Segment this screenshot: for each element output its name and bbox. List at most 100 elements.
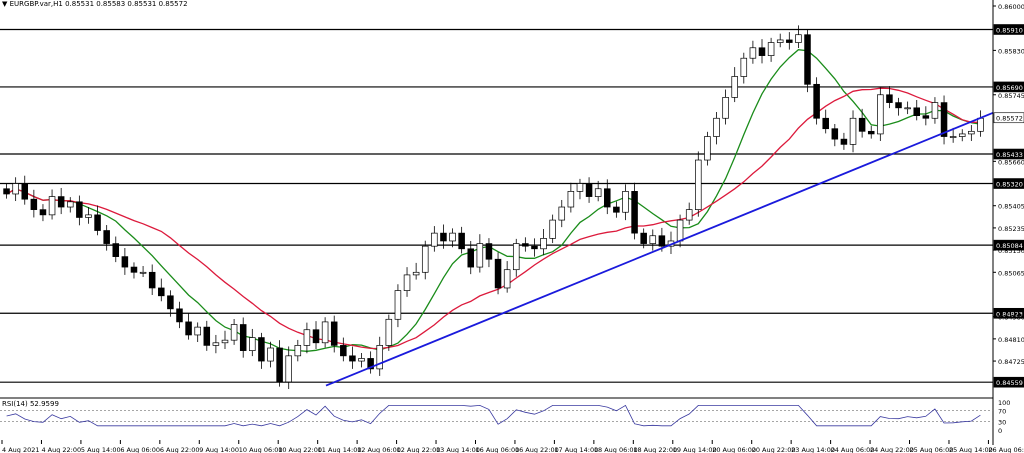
candle-body — [449, 232, 456, 242]
candle-body — [822, 117, 829, 130]
x-tick-label: 10 Aug 22:00 — [278, 446, 322, 453]
candle-body — [731, 76, 738, 98]
candle-body — [249, 337, 256, 351]
candle-body — [94, 214, 101, 231]
symbol-line: EURGBP.var,H1 0.85531 0.85583 0.85531 0.… — [9, 0, 188, 8]
candle-body — [385, 318, 393, 346]
level-tag — [993, 24, 1024, 35]
candle-body — [594, 188, 602, 197]
candle-body — [212, 342, 220, 346]
x-tick-label: 24 Aug 06:00 — [831, 446, 875, 453]
y-tick-label: 0.85660 — [998, 158, 1024, 166]
y-tick-label: 0.85745 — [998, 92, 1024, 100]
x-tick-label: 11 Aug 14:00 — [318, 446, 362, 453]
x-tick-label: 16 Aug 22:00 — [515, 446, 559, 453]
candle-body — [640, 232, 647, 244]
rsi-tick-label: 30 — [998, 419, 1006, 427]
level-label: 0.84559 — [996, 379, 1023, 387]
candle-body — [30, 198, 38, 210]
level-tag — [993, 178, 1024, 189]
level-label: 0.85433 — [996, 151, 1023, 159]
x-tick-label: 9 Aug 14:00 — [199, 446, 239, 453]
candle-body — [877, 94, 884, 135]
candle-body — [613, 206, 620, 213]
candle-body — [886, 94, 893, 103]
candle-body — [203, 326, 211, 346]
candle-body — [840, 138, 848, 145]
candle-body — [230, 324, 238, 341]
candle-body — [431, 232, 438, 247]
candle-body — [48, 196, 56, 216]
candle-body — [512, 243, 520, 271]
candle-body — [631, 191, 638, 234]
x-tick-label: 20 Aug 22:00 — [752, 446, 796, 453]
rsi-tick-label: 0 — [998, 427, 1002, 435]
x-tick-label: 20 Aug 06:00 — [712, 446, 756, 453]
x-tick-label: 12 Aug 06:00 — [357, 446, 401, 453]
candle-body — [376, 345, 383, 370]
candle-body — [494, 258, 502, 289]
candle-body — [585, 183, 593, 197]
candle-body — [804, 34, 811, 85]
x-tick-label: 4 Aug 2021 — [2, 446, 40, 453]
candle-body — [604, 188, 611, 208]
candle-body — [340, 345, 347, 357]
trendline[interactable] — [325, 111, 994, 387]
level-label: 0.85690 — [996, 84, 1023, 92]
candle-body — [303, 329, 311, 346]
candle-body — [412, 271, 420, 276]
candle-body — [76, 201, 83, 218]
candle-body — [895, 102, 902, 109]
candle-body — [767, 42, 775, 56]
y-tick-label: 0.84725 — [998, 358, 1024, 366]
candle-body — [421, 245, 429, 273]
candle-body — [467, 248, 475, 268]
candle-body — [968, 130, 975, 135]
candle-body — [740, 57, 748, 77]
candle-body — [658, 235, 666, 247]
rsi-line — [6, 404, 981, 427]
candle-body — [685, 209, 693, 221]
candle-body — [167, 295, 174, 310]
candle-body — [485, 243, 493, 260]
candle-body — [349, 355, 356, 362]
candle-body — [722, 97, 729, 119]
candle-body — [267, 347, 274, 362]
rsi-tick-label: 100 — [998, 399, 1010, 407]
candle-body — [795, 34, 802, 43]
level-label: 0.85910 — [996, 26, 1023, 34]
candle-body — [294, 345, 302, 357]
candle-body — [749, 47, 757, 59]
y-tick-label: 0.85405 — [998, 203, 1024, 211]
time-axis: 4 Aug 2021 4 Aug 22:00 5 Aug 14:00 6 Aug 06… — [1, 440, 1024, 453]
x-tick-label: 16 Aug 06:00 — [475, 446, 519, 453]
level-tag — [993, 81, 1024, 93]
candle-body — [21, 183, 29, 200]
candle-body — [121, 256, 129, 268]
candle-body — [567, 191, 575, 208]
candle-body — [867, 130, 875, 135]
y-tick-label: 0.84810 — [998, 336, 1024, 344]
x-tick-label: 17 Aug 14:00 — [554, 446, 598, 453]
candle-body — [57, 196, 65, 208]
candle-body — [394, 290, 402, 320]
horizontal-levels[interactable]: 0.85910 0.85690 0.85572 0.85433 0.85320 0.850… — [0, 24, 1024, 388]
candle-body — [39, 209, 47, 216]
x-tick-label: 26 Aug 06:00 — [988, 446, 1024, 453]
candle-body — [239, 324, 247, 351]
moving-averages — [6, 49, 981, 352]
candle-body — [103, 230, 110, 244]
candle-body — [949, 136, 957, 138]
level-label: 0.85084 — [996, 242, 1023, 250]
x-tick-label: 18 Aug 06:00 — [594, 446, 638, 453]
candle-body — [758, 47, 766, 56]
level-tag — [993, 148, 1024, 160]
trendline-segment — [325, 111, 994, 387]
x-tick-label: 24 Aug 22:00 — [870, 446, 914, 453]
candle-body — [540, 238, 547, 250]
candle-body — [813, 83, 820, 119]
candle-body — [176, 308, 183, 323]
candle-body — [221, 339, 229, 344]
